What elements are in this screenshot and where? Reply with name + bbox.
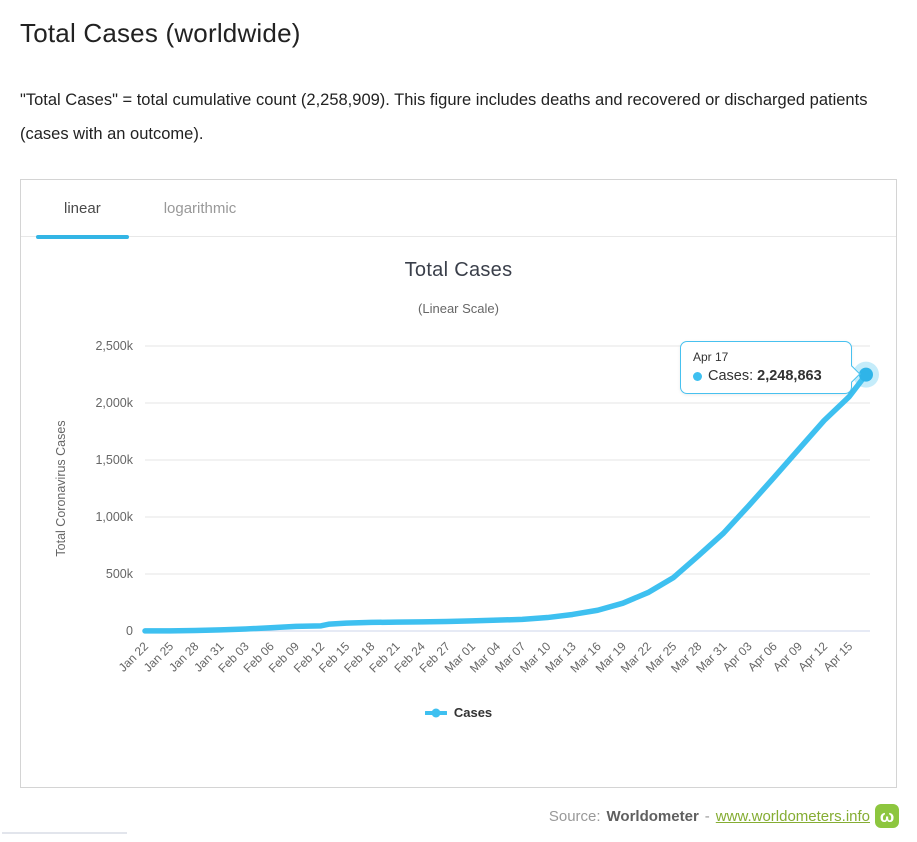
page-container: Total Cases (worldwide) "Total Cases" = … — [20, 18, 897, 788]
source-name: Worldometer — [606, 807, 699, 825]
chart-subtitle: (Linear Scale) — [418, 301, 499, 316]
legend-item-cases[interactable]: Cases — [21, 705, 896, 720]
chart-tooltip: Apr 17 Cases: 2,248,863 — [680, 341, 860, 394]
source-link[interactable]: www.worldometers.info — [715, 807, 870, 825]
tooltip-row: Cases: 2,248,863 — [693, 368, 839, 384]
next-section-edge — [2, 832, 127, 834]
scale-tab-bar: linear logarithmic — [21, 180, 896, 239]
y-tick-label: 1,500k — [95, 453, 133, 467]
tab-linear[interactable]: linear — [36, 180, 129, 239]
chart-area[interactable]: Total Cases (Linear Scale) 0 500k 1,000k 1,… — [21, 237, 896, 787]
y-tick-label: 1,000k — [95, 510, 133, 524]
source-attribution: Source: Worldometer - www.worldometers.i… — [549, 804, 899, 828]
page-title: Total Cases (worldwide) — [20, 18, 301, 48]
worldometer-logo-icon[interactable]: ω — [875, 804, 899, 828]
y-tick-label: 2,000k — [95, 396, 133, 410]
series-dot-icon — [693, 371, 702, 381]
marker-dot — [859, 367, 873, 382]
y-axis-title: Total Coronavirus Cases — [54, 420, 68, 556]
tab-logarithmic[interactable]: logarithmic — [163, 199, 237, 217]
chart-panel: linear logarithmic Total Cases (Linear S… — [20, 179, 897, 788]
tooltip-date: Apr 17 — [693, 350, 729, 364]
tooltip-series-label: Cases: — [708, 368, 754, 384]
source-separator: - — [704, 807, 710, 825]
legend-line-marker-icon — [424, 708, 447, 717]
tooltip-value: 2,248,863 — [757, 368, 822, 384]
y-tick-label: 500k — [106, 567, 134, 581]
chart-title: Total Cases — [404, 259, 513, 281]
y-tick-label: 2,500k — [95, 339, 133, 353]
x-tick-label: Apr 15 — [820, 639, 855, 674]
legend-label: Cases — [453, 705, 493, 720]
cases-line-series — [142, 371, 869, 634]
y-tick-label: 0 — [126, 624, 133, 638]
description-text: "Total Cases" = total cumulative count (… — [20, 91, 868, 143]
source-prefix: Source: — [548, 807, 601, 825]
